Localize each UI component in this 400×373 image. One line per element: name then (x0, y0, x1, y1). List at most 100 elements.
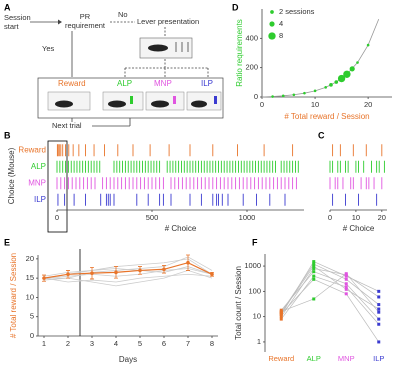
x-tick-label: 5 (138, 339, 142, 348)
row-label: ALP (31, 162, 46, 171)
chambers (37, 77, 224, 119)
x-tick-label: 0 (55, 213, 59, 222)
legend-marker (268, 32, 276, 40)
point (356, 61, 359, 64)
point (312, 274, 316, 278)
y-tick-label: 20 (26, 254, 34, 263)
x-tick-label: 0 (260, 100, 264, 109)
legend-marker (270, 10, 274, 14)
mouse-line (280, 265, 379, 314)
no-label: No (118, 10, 128, 19)
point (138, 268, 142, 273)
y-tick-label: 15 (26, 273, 34, 282)
x-axis-label: # Choice (343, 224, 375, 233)
point (329, 82, 333, 87)
series-line (43, 266, 213, 277)
series-line (44, 270, 213, 287)
point (279, 312, 283, 316)
point (344, 272, 348, 276)
point (90, 271, 94, 275)
diagram: A Session start PR requirement No Lever … (4, 2, 224, 130)
lever-box (139, 37, 193, 59)
panel-label: D (232, 2, 239, 12)
outcome: ALP (117, 79, 132, 88)
point (186, 260, 190, 265)
point (312, 267, 316, 271)
panel-label: E (4, 237, 10, 247)
next-trial: Next trial (52, 121, 82, 130)
x-tick-label: 1000 (239, 213, 256, 222)
point (324, 86, 327, 89)
mouse-line (280, 261, 379, 315)
x-tick-label: 20 (364, 100, 372, 109)
y-axis-label: Total count / Session (234, 266, 243, 340)
point (344, 285, 348, 289)
outcome: ILP (201, 79, 213, 88)
row-label: MNP (28, 178, 46, 187)
point (42, 276, 46, 280)
point (344, 287, 348, 291)
x-tick-label: 4 (114, 339, 118, 348)
point (366, 43, 370, 47)
y-axis-label: Ratio requirements (235, 19, 244, 87)
x-tick-label: 10 (352, 213, 360, 222)
arrowhead (58, 19, 62, 25)
row-label: ILP (34, 195, 46, 204)
x-tick-label: MNP (338, 354, 355, 363)
point (312, 297, 316, 301)
point (312, 262, 316, 266)
y-axis-label: Choice (Mouse) (7, 147, 16, 204)
x-tick-label: Reward (268, 354, 294, 363)
point (337, 74, 346, 83)
point (334, 80, 339, 84)
session-start: start (4, 22, 20, 31)
curve (261, 18, 380, 98)
x-axis-label: # Choice (165, 224, 197, 233)
point (343, 70, 351, 78)
mouse-line (280, 268, 379, 317)
mouse-line (281, 273, 380, 313)
yes-label: Yes (42, 44, 54, 53)
point (162, 267, 166, 272)
point (292, 93, 296, 97)
series-line (43, 273, 213, 283)
point (279, 317, 283, 321)
point (312, 277, 316, 281)
x-tick-label: 3 (90, 339, 94, 348)
point (271, 95, 274, 98)
x-tick-label: 10 (311, 100, 319, 109)
row-label: Reward (18, 145, 46, 154)
legend-marker (269, 21, 275, 27)
point (377, 322, 381, 326)
session-start: Session (4, 13, 31, 22)
point (344, 292, 348, 296)
mouse-line (280, 278, 380, 343)
mouse-line (280, 275, 380, 325)
y-tick-label: 0 (254, 92, 258, 101)
y-axis-label: # Total reward / Session (9, 253, 18, 338)
y-tick-label: 10 (26, 292, 34, 301)
point (312, 270, 316, 274)
point (279, 309, 283, 313)
x-tick-label: 8 (210, 339, 214, 348)
x-tick-label: ILP (373, 354, 384, 363)
point (279, 315, 283, 319)
pr-requirement: requirement (65, 21, 106, 30)
point (210, 272, 214, 277)
x-tick-label: 500 (146, 213, 159, 222)
panel-label: C (318, 130, 325, 140)
point (349, 66, 355, 72)
lever-presentation: Lever presentation (137, 17, 199, 26)
y-tick-label: 1000 (244, 261, 261, 270)
outcome: Reward (58, 79, 86, 88)
panel-label: B (4, 130, 11, 140)
branch (124, 59, 209, 77)
series-line (43, 268, 213, 279)
x-tick-label: 6 (162, 339, 166, 348)
y-tick-label: 100 (248, 286, 261, 295)
point (281, 94, 285, 98)
x-tick-label: 7 (186, 339, 190, 348)
point (377, 340, 381, 344)
